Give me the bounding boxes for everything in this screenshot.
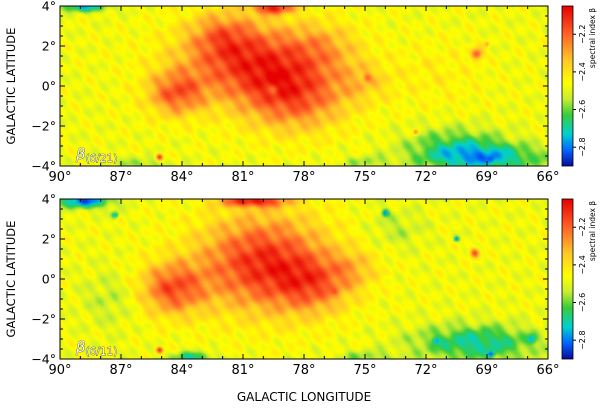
colorbar: −2.2 −2.4 −2.6 −2.8 spectral index β [561,198,597,360]
x-tick-label: 81° [231,170,254,185]
x-tick-label: 78° [292,363,315,378]
y-tick-label: −2° [31,119,56,134]
colorbar-tick-label: −2.2 [578,25,587,44]
x-tick-label: 66° [536,363,559,378]
heatmap-image [60,6,548,166]
y-tick-label: 0° [42,79,56,94]
y-tick-label: 2° [42,39,56,54]
x-axis-label: GALACTIC LONGITUDE [237,390,371,404]
y-tick-label: 0° [42,272,56,287]
y-axis-label: GALACTIC LATITUDE [4,221,18,338]
colorbar-scale [561,198,574,360]
x-tick-label: 90° [48,363,71,378]
panel-2: 90° 87° 84° 81° 78° 75° 72° 69° 66° 4° 2° 0° −2° −4° G… [4,192,597,405]
x-tick-label: 87° [109,170,132,185]
x-tick-label: 69° [475,363,498,378]
x-tick-label: 72° [414,363,437,378]
y-tick-label: −2° [31,312,56,327]
colorbar-tick-label: −2.8 [578,137,587,156]
x-tick-label: 90° [48,170,71,185]
x-tick-label: 75° [353,363,376,378]
colorbar-tick-label: −2.4 [578,62,587,81]
colorbar-tick-label: −2.6 [578,100,587,119]
panel-label-subscript: (6/21) [86,153,118,165]
panel-label-subscript: (6/11) [86,346,118,358]
heatmap-image [60,199,548,359]
x-tick-label: 78° [292,170,315,185]
x-tick-label: 69° [475,170,498,185]
x-tick-label: 87° [109,363,132,378]
x-tick-label: 81° [231,363,254,378]
y-tick-label: −4° [31,352,56,367]
panel-1: 90° 87° 84° 81° 78° 75° 72° 69° 66° 4° 2° 0° −2° −4° G… [4,0,597,185]
colorbar-scale [561,5,574,167]
y-tick-label: −4° [31,159,56,174]
y-axis-label: GALACTIC LATITUDE [4,28,18,145]
y-tick-label: 2° [42,232,56,247]
y-tick-label: 4° [42,192,56,207]
x-tick-label: 72° [414,170,437,185]
colorbar-label: spectral index β [588,8,597,68]
colorbar: −2.2 −2.4 −2.6 −2.8 spectral index β [561,5,597,167]
x-tick-label: 84° [170,170,193,185]
colorbar-label: spectral index β [588,201,597,261]
colorbar-tick-label: −2.2 [578,218,587,237]
x-tick-label: 75° [353,170,376,185]
y-tick-label: 4° [42,0,56,14]
x-tick-label: 66° [536,170,559,185]
x-tick-label: 84° [170,363,193,378]
colorbar-tick-label: −2.4 [578,255,587,274]
colorbar-tick-label: −2.6 [578,293,587,312]
colorbar-tick-label: −2.8 [578,330,587,349]
